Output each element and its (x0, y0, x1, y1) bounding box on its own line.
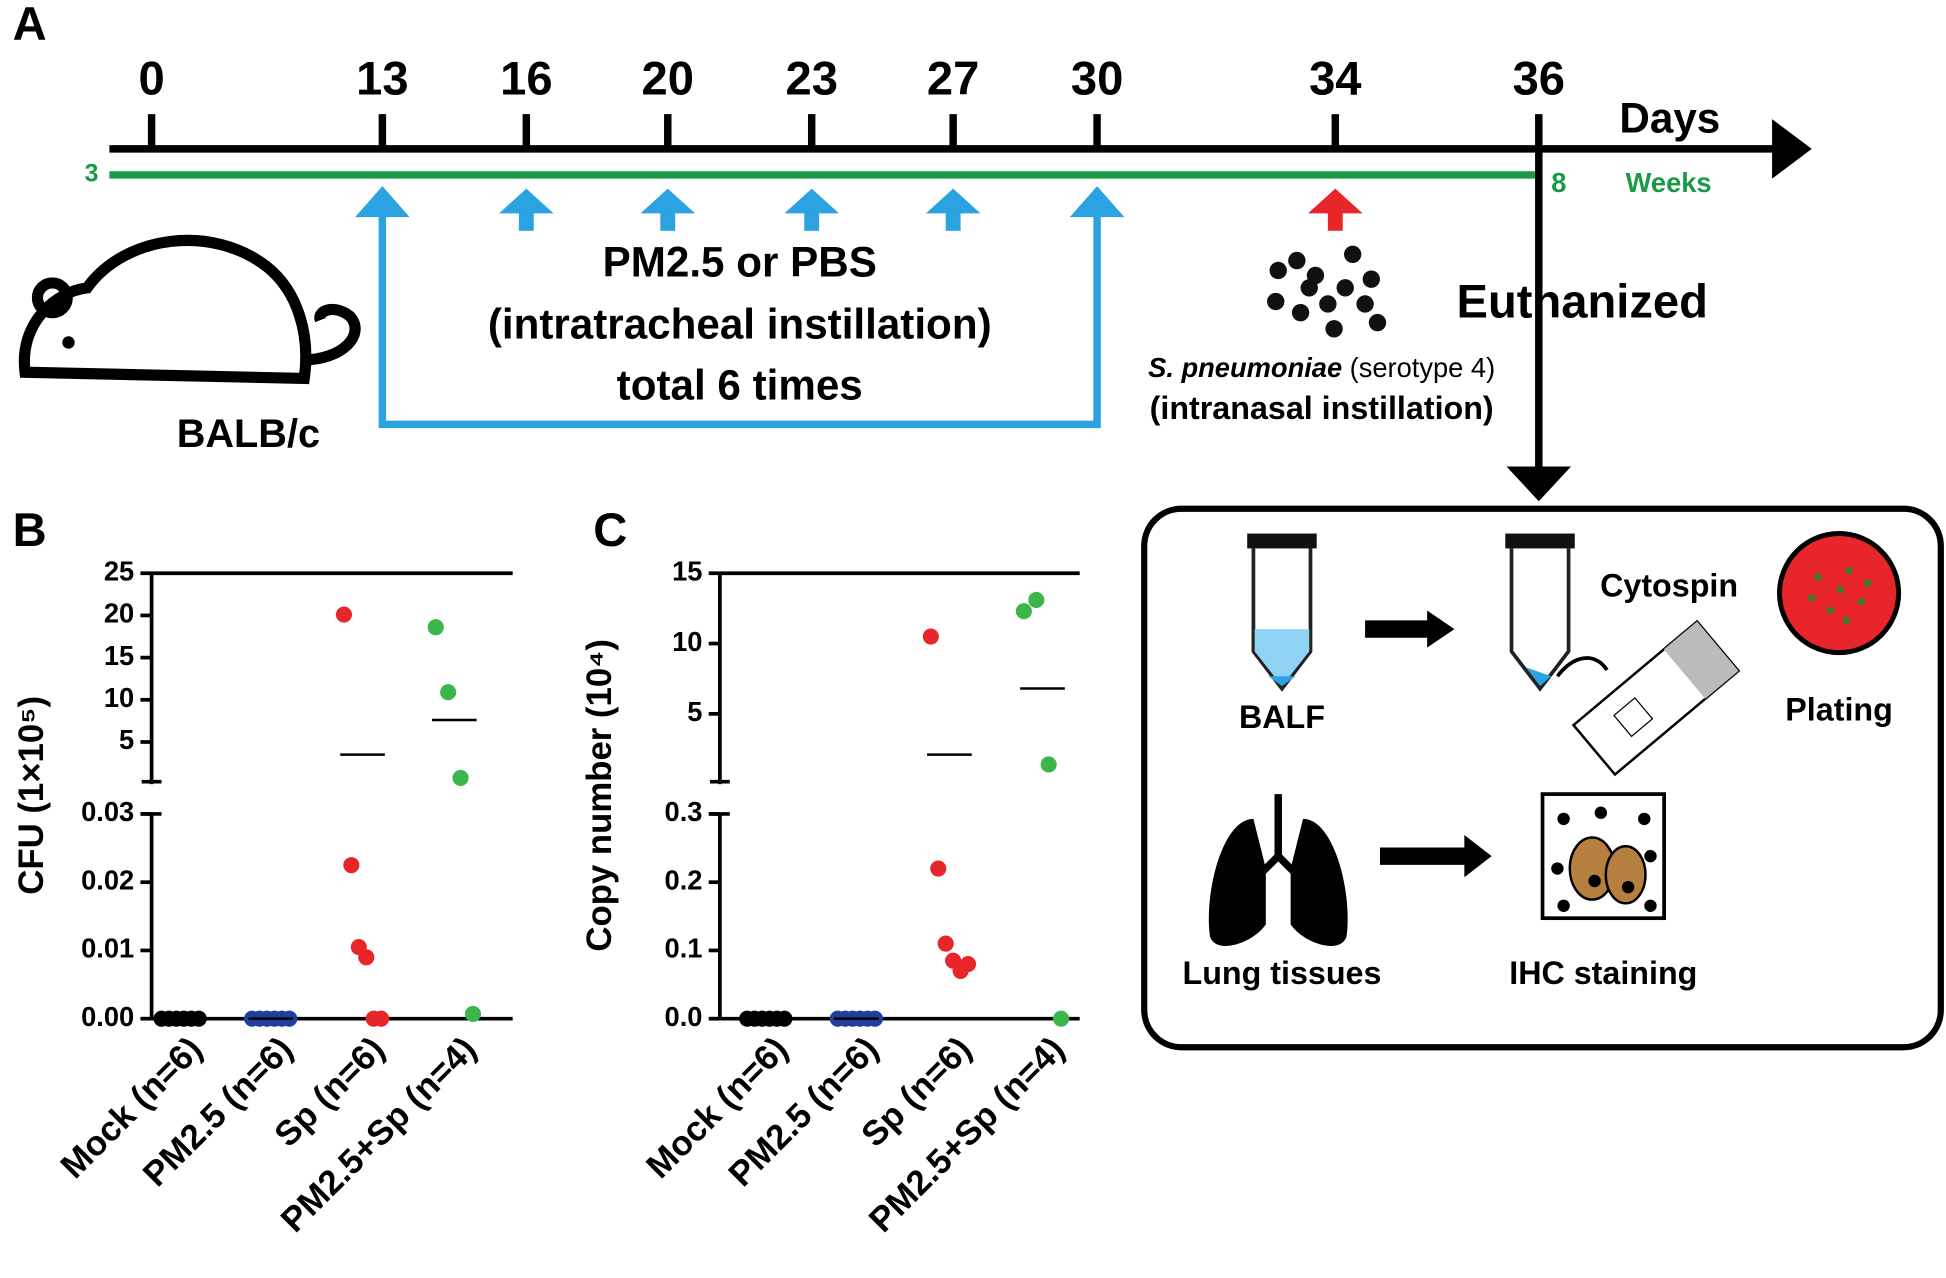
y-tick-label: 15 (104, 640, 134, 671)
bacteria-icon (1267, 245, 1387, 338)
day-label: 36 (1513, 51, 1565, 104)
data-point (930, 860, 947, 877)
y-tick-label: 10 (672, 626, 702, 657)
day-label: 16 (500, 51, 552, 104)
panel-label: C (593, 503, 627, 556)
strain-label: BALB/c (177, 412, 320, 456)
mouse-icon (18, 234, 361, 385)
mouse-eye (62, 336, 75, 349)
data-point (464, 1005, 482, 1022)
data-point (959, 956, 977, 973)
lung-icon (1208, 794, 1348, 946)
y-tick-label: 20 (104, 598, 134, 629)
arrow (1365, 610, 1455, 648)
data-point (427, 619, 444, 636)
y-tick-label: 15 (672, 555, 702, 586)
colonies (1808, 567, 1872, 625)
panel-label: A (13, 0, 47, 50)
treatment-text: (intratracheal instillation) (488, 301, 992, 348)
day-label: 20 (642, 51, 694, 104)
cytospin-label: Cytospin (1600, 568, 1738, 604)
week-end: 8 (1551, 167, 1566, 198)
data-point (1053, 1010, 1070, 1027)
arrow-head (1506, 466, 1572, 502)
ihc-label: IHC staining (1509, 955, 1697, 991)
arrow (1379, 835, 1492, 878)
y-tick-label: 0.1 (665, 933, 703, 964)
data-point (1028, 591, 1045, 609)
data-point (335, 606, 352, 623)
data-point (1015, 603, 1032, 620)
data-point (452, 769, 469, 786)
treatment-text: total 6 times (617, 362, 863, 409)
day-label: 13 (356, 51, 408, 104)
infection-text: S. pneumoniae (serotype 4) (1148, 352, 1495, 383)
y-tick-label: 0.2 (665, 864, 703, 895)
organism: S. pneumoniae (1148, 352, 1342, 383)
day-label: 23 (785, 51, 837, 104)
y-tick-label: 0.0 (665, 1001, 703, 1032)
day-label: 34 (1309, 51, 1361, 104)
instillation-arrows (355, 186, 1125, 231)
y-tick-label: 25 (104, 555, 134, 586)
y-tick-label: 0.03 (81, 796, 134, 827)
day-label: 27 (927, 51, 979, 104)
y-tick-label: 0.02 (81, 864, 134, 895)
serotype: (serotype 4) (1350, 352, 1496, 383)
data-point (343, 857, 360, 874)
y-tick-label: 5 (119, 724, 134, 755)
y-tick-label: 0.3 (665, 796, 703, 827)
workflow-box (1141, 505, 1944, 1051)
endpoint-text: Euthanized (1457, 275, 1708, 328)
y-tick-label: 0.00 (81, 1001, 134, 1032)
data-point (373, 1010, 390, 1027)
data-point (937, 935, 954, 952)
data-point (922, 628, 939, 645)
slide-icon (1571, 619, 1741, 777)
days-label: Days (1619, 95, 1720, 142)
day-label: 0 (138, 51, 164, 104)
lung-label: Lung tissues (1183, 955, 1382, 991)
treatment-bracket (378, 204, 1101, 429)
treatment-text: PM2.5 or PBS (603, 239, 877, 286)
y-tick-label: 0.01 (81, 933, 134, 964)
plating-label: Plating (1785, 692, 1893, 728)
infection-arrow (1308, 188, 1363, 231)
y-axis-label: Copy number (10⁴) (581, 639, 619, 951)
data-point (1040, 756, 1057, 773)
panel-label: B (13, 503, 47, 556)
y-axis-label: CFU (1×10⁵) (13, 696, 51, 895)
day-label: 30 (1071, 51, 1123, 104)
plate-icon (1777, 531, 1902, 656)
data-point (358, 949, 375, 966)
y-tick-label: 5 (687, 696, 702, 727)
data-point (440, 684, 457, 701)
tube-icon (1247, 533, 1317, 692)
tube-icon (1505, 533, 1609, 692)
balf-label: BALF (1239, 699, 1325, 735)
ihc-icon (1540, 792, 1666, 921)
weeks-label: Weeks (1626, 167, 1712, 198)
timeline-arrow (1772, 119, 1812, 179)
y-tick-label: 10 (104, 682, 134, 713)
week-start: 3 (85, 160, 99, 187)
route-text: (intranasal instillation) (1150, 390, 1494, 426)
